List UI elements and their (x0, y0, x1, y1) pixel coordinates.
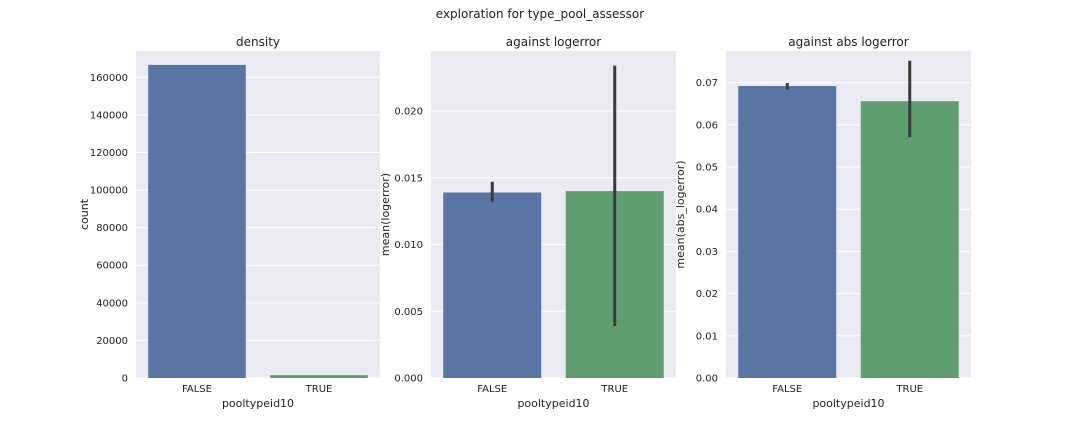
x-tick-label: FALSE (182, 384, 212, 395)
y-axis-label: count (78, 198, 91, 230)
y-tick-label: 160000 (90, 73, 128, 84)
y-tick-label: 40000 (96, 298, 128, 309)
figure-suptitle: exploration for type_pool_assessor (436, 7, 644, 21)
y-tick-label: 0.010 (394, 240, 423, 251)
y-tick-label: 60000 (96, 261, 128, 272)
chart-title: density (236, 35, 280, 49)
bar-true (270, 375, 368, 378)
y-axis-label: mean(abs_logerror) (674, 160, 687, 268)
bar-false (148, 64, 246, 379)
bar-false (738, 86, 837, 379)
y-tick-label: 0.03 (696, 247, 718, 258)
y-tick-label: 0.005 (394, 307, 423, 318)
chart-panel-1: 0 20000 40000 60000 80000 100000 120000 140000 1… (78, 35, 380, 410)
y-tick-label: 0.01 (696, 331, 718, 342)
chart-panel-2: 0.000 0.005 0.010 0.015 0.020 FALSE TRUE agains… (379, 35, 676, 410)
y-tick-label: 140000 (90, 110, 128, 121)
y-tick-label: 0.02 (696, 289, 718, 300)
y-axis-label: mean(logerror) (379, 173, 392, 256)
y-tick-label: 0.015 (394, 173, 423, 184)
y-tick-label: 0.07 (696, 78, 718, 89)
chart-title: against abs logerror (788, 35, 908, 49)
x-axis-label: pooltypeid10 (222, 397, 294, 410)
chart-panel-3: 0.00 0.01 0.02 0.03 0.04 0.05 0.06 0.07 FALSE TRU… (674, 35, 971, 410)
x-axis-label: pooltypeid10 (812, 397, 884, 410)
y-tick-label: 0.000 (394, 374, 423, 385)
chart-title: against logerror (506, 35, 601, 49)
y-tick-label: 80000 (96, 223, 128, 234)
y-tick-label: 0.04 (696, 205, 718, 216)
y-tick-label: 100000 (90, 186, 128, 197)
y-tick-label: 0.00 (696, 374, 718, 385)
x-tick-label: FALSE (772, 384, 802, 395)
x-tick-label: FALSE (477, 384, 507, 395)
y-tick-label: 0 (122, 374, 128, 385)
y-tick-label: 0.020 (394, 107, 423, 118)
bar-true (860, 101, 959, 378)
x-tick-label: TRUE (895, 384, 923, 395)
y-tick-label: 120000 (90, 148, 128, 159)
y-tick-label: 0.05 (696, 163, 718, 174)
y-tick-label: 0.06 (696, 120, 718, 131)
x-tick-label: TRUE (305, 384, 333, 395)
y-tick-label: 20000 (96, 336, 128, 347)
bar-false (443, 192, 542, 378)
x-axis-label: pooltypeid10 (517, 397, 589, 410)
x-tick-label: TRUE (600, 384, 628, 395)
